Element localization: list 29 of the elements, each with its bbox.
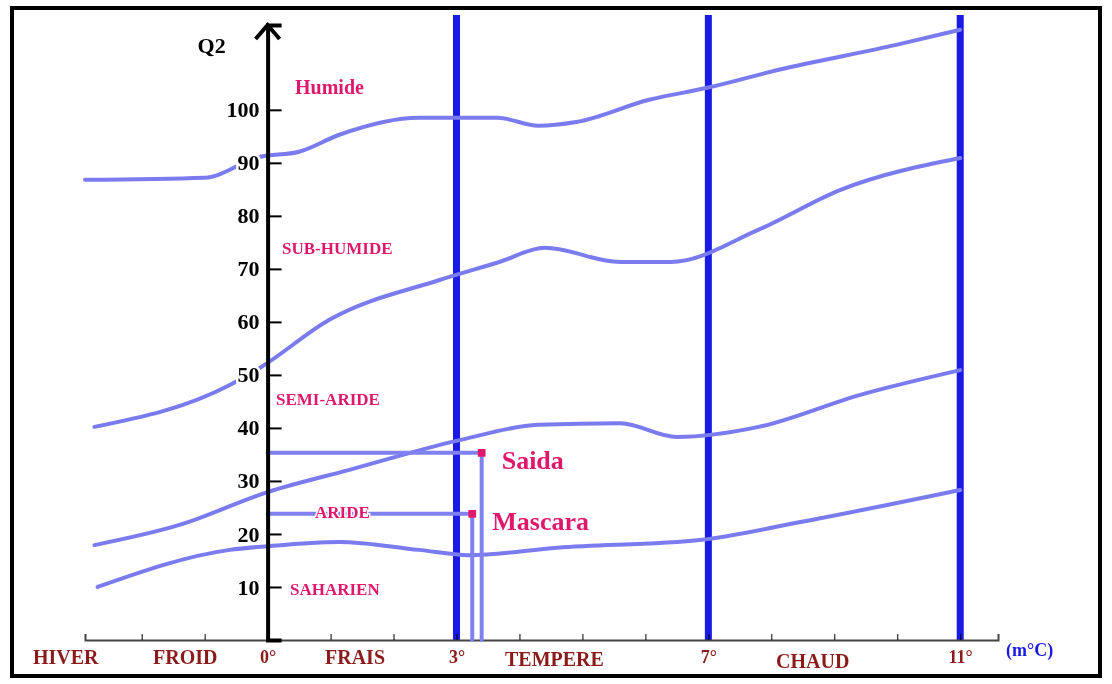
x-tick-label: 0° (260, 646, 277, 667)
y-tick-label: 50 (237, 362, 260, 388)
x-tick-label: 11° (948, 646, 973, 667)
y-tick-label: 40 (237, 415, 260, 441)
text: CHAUD (776, 650, 850, 672)
text: FRAIS (325, 646, 386, 668)
series-label: Saida (501, 445, 564, 475)
y-tick-label: 60 (237, 309, 260, 335)
y-tick-label: 10 (237, 574, 260, 600)
y-axis-title: Q2 (197, 33, 226, 58)
x-tick-label: 3° (448, 646, 466, 667)
annotation: ARIDE (315, 503, 370, 522)
y-tick-label: 80 (237, 203, 260, 229)
annotation: SUB-HUMIDE (282, 239, 393, 258)
x-tick-label: 7° (700, 646, 717, 667)
text: TEMPERE (505, 648, 604, 670)
y-tick-label: 20 (237, 521, 260, 547)
text: FROID (153, 646, 218, 668)
annotation: SEMI-ARIDE (276, 390, 380, 409)
x-axis-title: (m°C) (1006, 640, 1054, 661)
annotation: Humide (295, 76, 365, 98)
y-tick-label: 100 (226, 97, 260, 123)
y-tick-label: 90 (237, 150, 260, 176)
line-series (83, 27, 963, 182)
series-label: Mascara (492, 506, 589, 536)
y-tick-label: 30 (237, 468, 260, 494)
y-tick-label: 70 (237, 256, 260, 282)
annotation: SAHARIEN (290, 580, 381, 599)
text: HIVER (33, 646, 100, 668)
